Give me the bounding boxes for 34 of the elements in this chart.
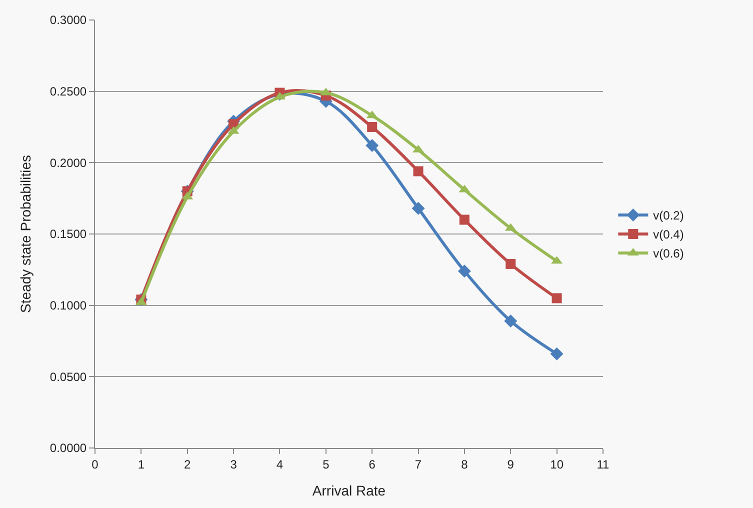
x-tick-label: 9 <box>507 457 514 472</box>
point <box>412 202 425 215</box>
y-tick-label: 0.2000 <box>50 156 87 170</box>
x-tick-label: 3 <box>230 457 238 472</box>
x-tick-label: 4 <box>276 457 284 472</box>
point <box>366 139 379 152</box>
point <box>367 122 378 132</box>
x-tick-label: 1 <box>138 457 145 472</box>
y-tick-label: 0.2500 <box>50 84 87 99</box>
x-tick-label: 11 <box>596 457 610 472</box>
point <box>459 214 470 225</box>
x-tick-label: 6 <box>368 457 376 472</box>
point <box>413 166 424 176</box>
x-tick-label: 2 <box>184 457 192 472</box>
y-tick-label: 0.0500 <box>50 370 87 384</box>
point <box>504 314 518 328</box>
x-tick-label: 10 <box>550 457 564 472</box>
legend-label: v(0.4) <box>653 228 684 242</box>
y-axis-title: Steady state Probabilities <box>17 155 34 313</box>
x-axis-title: Arrival Rate <box>312 482 386 499</box>
x-tick-label: 0 <box>92 457 99 472</box>
x-tick-label: 8 <box>461 457 468 472</box>
point <box>550 347 564 360</box>
legend-label: v(0.6) <box>653 246 684 261</box>
point <box>458 264 471 278</box>
y-tick-label: 0.1000 <box>50 298 87 313</box>
x-tick-label: 5 <box>322 457 330 472</box>
y-tick-label: 0.1500 <box>50 227 87 242</box>
point <box>552 293 562 304</box>
legend-label: v(0.2) <box>653 208 684 223</box>
x-tick-label: 7 <box>414 457 422 472</box>
y-tick-label: 0.0000 <box>50 441 87 456</box>
y-tick-label: 0.3000 <box>50 13 87 28</box>
point <box>506 258 516 269</box>
